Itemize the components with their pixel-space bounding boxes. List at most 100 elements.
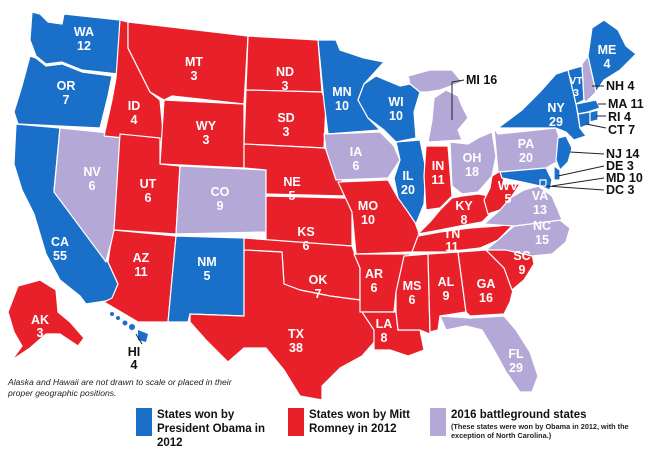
svg-text:SC9: SC 9 [513, 249, 530, 277]
label-ok: OK [309, 273, 328, 287]
svg-text:OK7: OK 7 [309, 273, 328, 301]
svg-text:MT3: MT 3 [185, 55, 203, 83]
legend-battleground: 2016 battleground states (These states w… [430, 408, 651, 440]
callout-ri: RI 4 [608, 110, 631, 124]
label-me: ME [598, 43, 617, 57]
state-hi [110, 312, 148, 342]
label-ny: NY [547, 101, 565, 115]
label-ne: NE [283, 175, 300, 189]
label-mn: MN [332, 85, 351, 99]
state-nj [555, 135, 573, 171]
label-oh: OH [463, 151, 482, 165]
label-la: LA [376, 317, 393, 331]
svg-text:IA6: IA 6 [350, 145, 363, 173]
legend-swatch-battleground [430, 408, 446, 436]
state-sd [243, 89, 327, 149]
svg-text:SD3: SD 3 [277, 111, 294, 139]
state-de [553, 165, 561, 181]
state-in [423, 145, 453, 211]
label-wi: WI [388, 95, 403, 109]
state-oh [449, 131, 497, 195]
state-il [393, 139, 427, 225]
label-nc: NC [533, 219, 551, 233]
callout-nj: NJ 14 [606, 147, 639, 161]
svg-text:ND3: ND 3 [276, 65, 294, 93]
svg-text:NM5: NM 5 [197, 255, 216, 283]
label-al: AL [438, 275, 455, 289]
state-dc [539, 179, 547, 187]
label-or: OR [57, 79, 76, 93]
svg-text:AK3: AK 3 [31, 313, 49, 340]
callout-dc: DC 3 [606, 183, 635, 197]
label-ms: MS [403, 279, 422, 293]
state-nh [581, 55, 597, 103]
legend-label-battleground: 2016 battleground states [451, 409, 587, 421]
label-nv: NV [83, 165, 101, 179]
label-tn: TN [444, 227, 461, 241]
callout-mi: MI 16 [466, 73, 497, 87]
callout-ct: CT 7 [608, 123, 635, 137]
label-ks: KS [297, 225, 314, 239]
map-footnote: Alaska and Hawaii are not drawn to scale… [8, 377, 232, 398]
svg-text:WY3: WY 3 [196, 119, 217, 147]
svg-text:AL9: AL 9 [438, 275, 455, 303]
legend-obama: States won by President Obama in 2012 [136, 408, 275, 450]
label-tx: TX [288, 327, 305, 341]
legend-sublabel-battleground: (These states were won by Obama in 2012,… [451, 422, 629, 440]
svg-text:UT6: UT 6 [140, 177, 157, 205]
legend-label-obama: States won by President Obama in 2012 [157, 409, 266, 449]
callout-leaders [135, 79, 607, 345]
state-labels: WA 12 OR 7 CA 55 NV 6 ID 4 MT 3 WY 3 UT 6 AZ 11 C… [31, 25, 616, 375]
state-ri [589, 109, 599, 123]
state-tx [189, 249, 377, 401]
state-fl [439, 315, 539, 393]
label-pa: PA [518, 137, 534, 151]
label-mo: MO [358, 199, 378, 213]
state-ky [417, 193, 497, 235]
state-or [13, 55, 113, 129]
label-wa: WA [74, 25, 94, 39]
label-nm: NM [197, 255, 216, 269]
svg-text:LA8: LA 8 [376, 317, 393, 345]
svg-text:VT3: VT 3 [569, 75, 583, 99]
label-va: VA [532, 189, 548, 203]
legend-label-romney: States won by Mitt Romney in 2012 [309, 409, 410, 435]
state-ct [577, 111, 591, 129]
label-ca: CA [51, 235, 69, 249]
label-hi: HI [128, 345, 141, 359]
state-ia [323, 131, 401, 181]
legend-swatch-obama [136, 408, 152, 436]
legend-swatch-romney [288, 408, 304, 436]
svg-text:ID4: ID 4 [128, 99, 141, 127]
state-ak [7, 279, 85, 361]
svg-text:AR6: AR 6 [365, 267, 383, 295]
label-fl: FL [508, 347, 524, 361]
svg-text:NV6: NV 6 [83, 165, 101, 193]
label-wy: WY [196, 119, 217, 133]
label-az: AZ [133, 251, 150, 265]
svg-text:KY8: KY 8 [455, 199, 473, 227]
label-nd: ND [276, 65, 294, 79]
state-wi [357, 75, 421, 143]
label-ut: UT [140, 177, 157, 191]
label-ak: AK [31, 313, 49, 327]
legend-romney: States won by Mitt Romney in 2012 [288, 408, 415, 436]
label-ar: AR [365, 267, 383, 281]
label-id: ID [128, 99, 141, 113]
